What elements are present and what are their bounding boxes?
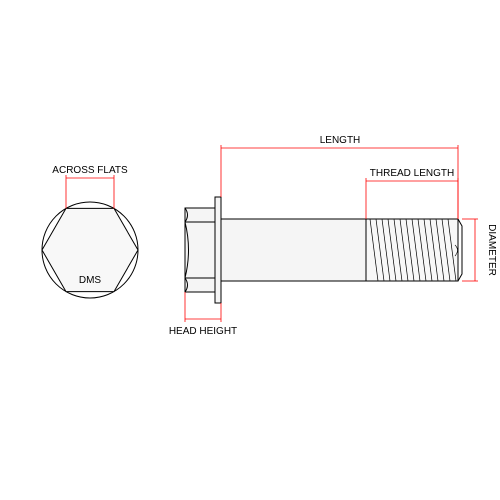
dms-label: DMS (79, 275, 102, 286)
head-height-label: HEAD HEIGHT (169, 326, 237, 337)
hex-head-front-view: DMS (42, 202, 138, 298)
thread-region (366, 219, 462, 281)
across-flats-label: ACROSS FLATS (52, 165, 128, 176)
thread-length-label: THREAD LENGTH (370, 168, 454, 179)
bolt-side-view (185, 197, 462, 303)
bolt-diagram: DMS ACROSS FLATS (0, 0, 500, 500)
thread-length-dimension: THREAD LENGTH (366, 168, 458, 219)
head-height-dimension: HEAD HEIGHT (169, 292, 237, 337)
diameter-dimension: DIAMETER (462, 219, 497, 281)
length-label: LENGTH (320, 135, 361, 146)
diameter-label: DIAMETER (486, 224, 497, 276)
